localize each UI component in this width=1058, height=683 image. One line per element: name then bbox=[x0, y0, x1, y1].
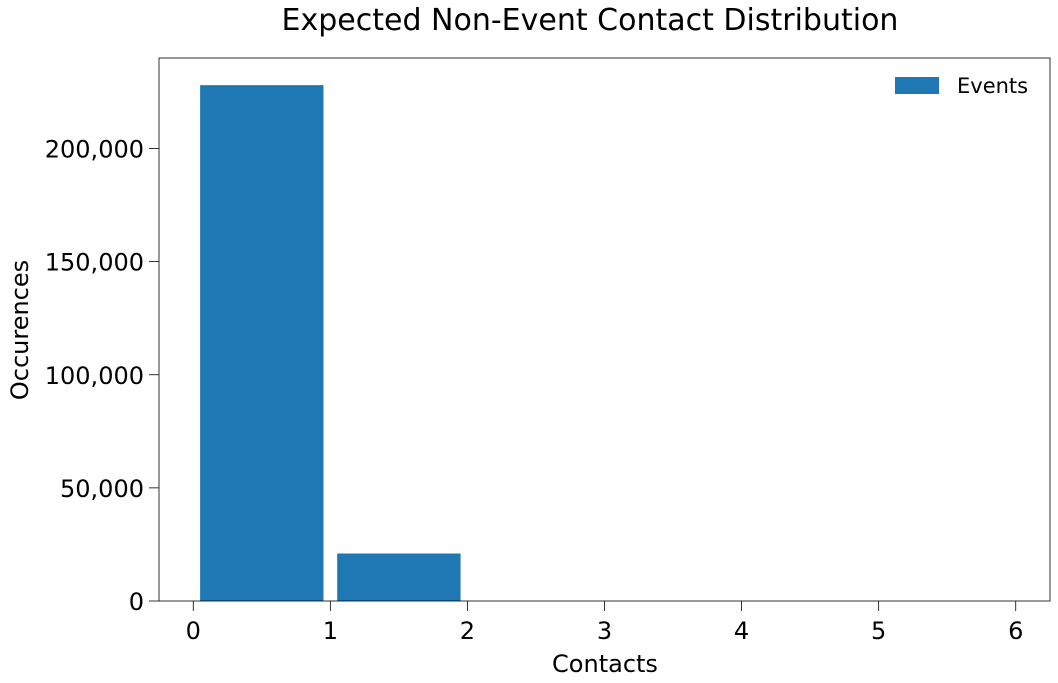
legend-label-events: Events bbox=[957, 74, 1028, 98]
y-tick-label-4: 200,000 bbox=[45, 136, 144, 164]
y-axis-label: Occurences bbox=[6, 260, 34, 400]
x-axis: 0 1 2 3 4 5 6 bbox=[186, 601, 1023, 645]
legend: Events bbox=[895, 74, 1028, 98]
x-tick-label-0: 0 bbox=[186, 617, 201, 645]
x-tick-label-3: 3 bbox=[597, 617, 612, 645]
x-tick-label-1: 1 bbox=[323, 617, 338, 645]
bar-0 bbox=[200, 85, 324, 601]
plot-frame bbox=[158, 57, 1051, 602]
x-tick-label-4: 4 bbox=[734, 617, 749, 645]
y-axis: 0 50,000 100,000 150,000 200,000 bbox=[45, 136, 159, 616]
x-tick-label-2: 2 bbox=[460, 617, 475, 645]
x-axis-label: Contacts bbox=[552, 650, 658, 678]
x-tick-label-5: 5 bbox=[871, 617, 886, 645]
y-tick-label-2: 100,000 bbox=[45, 362, 144, 390]
y-tick-label-1: 50,000 bbox=[60, 475, 144, 503]
bars-layer bbox=[200, 85, 461, 601]
y-tick-label-0: 0 bbox=[129, 588, 144, 616]
y-tick-label-3: 150,000 bbox=[45, 249, 144, 277]
legend-swatch-events bbox=[895, 77, 939, 94]
x-tick-label-6: 6 bbox=[1008, 617, 1023, 645]
bar-1 bbox=[337, 553, 461, 601]
chart-title: Expected Non-Event Contact Distribution bbox=[282, 3, 899, 38]
